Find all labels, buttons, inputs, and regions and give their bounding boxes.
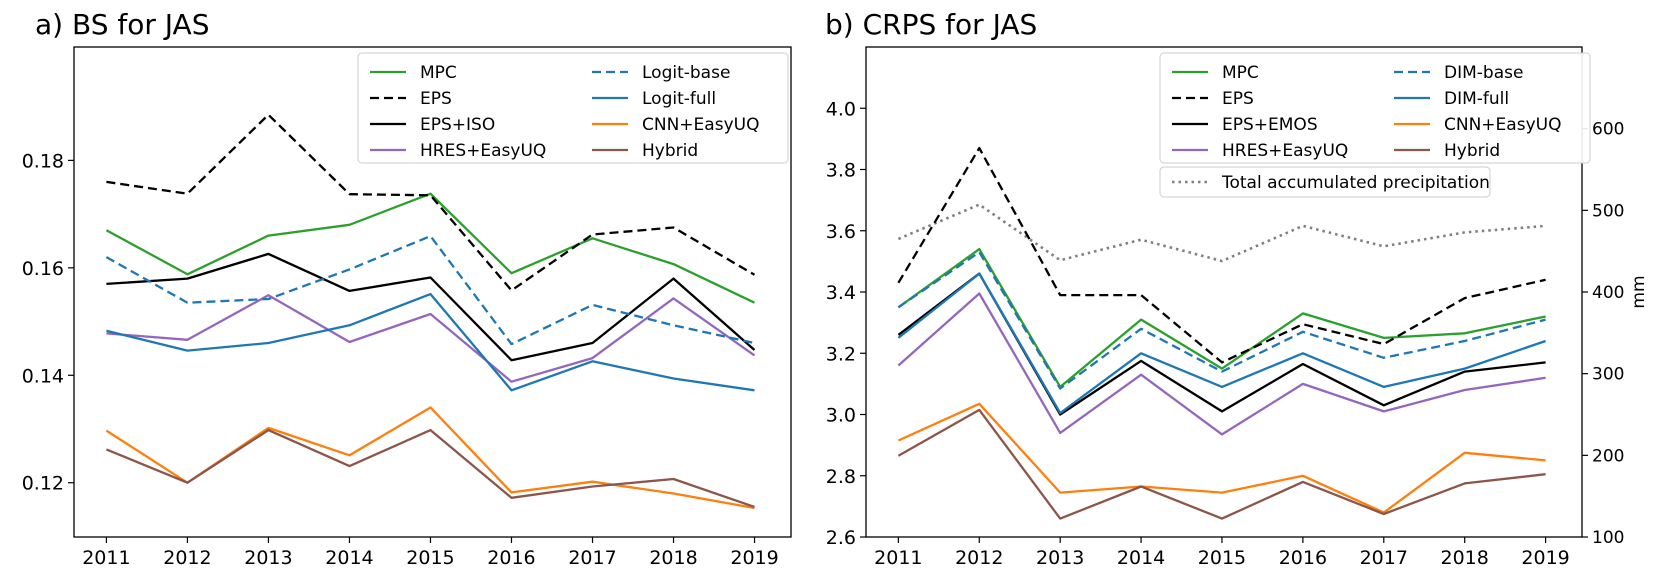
panel-b-x-tick-label: 2019 <box>1521 547 1569 569</box>
panel-b-legend-label-eps: EPS <box>1222 89 1254 109</box>
panel-a-x-tick-label: 2016 <box>487 547 535 569</box>
panel-b-series-eps-line <box>897 146 1546 364</box>
panel-a-legend-label-full: Logit-full <box>642 89 716 109</box>
panel-b-series-base-line <box>897 251 1546 390</box>
panel-b-x-tick-label: 2013 <box>1036 547 1084 569</box>
panel-a-series-eps-line <box>106 113 756 292</box>
panel-b-legend-extra <box>1159 166 1491 198</box>
panel-b-legend <box>1159 52 1591 164</box>
panel-b-title: b) CRPS for JAS <box>825 8 1037 41</box>
panel-a-x-tick-label: 2011 <box>82 547 130 569</box>
panel-a-x-tick-label: 2012 <box>163 547 211 569</box>
panel-b-series-cnn-line <box>897 402 1546 514</box>
panel-a-legend-label-hres: HRES+EasyUQ <box>420 141 546 161</box>
panel-b-x-tick-label: 2012 <box>955 547 1003 569</box>
panel-a-legend-label-hybrid: Hybrid <box>642 141 698 161</box>
panel-a-series-full-line <box>106 292 755 392</box>
panel-b-y2-tick-label: 100 <box>1592 528 1624 548</box>
panel-b-series-mpc-line <box>897 247 1546 389</box>
panel-b-right-axis-label: mm <box>1629 275 1649 308</box>
panel-b-y2-tick-label: 500 <box>1592 201 1624 221</box>
panel-b-x-tick-label: 2011 <box>874 547 922 569</box>
panel-b-y2-tick-label: 200 <box>1592 446 1624 466</box>
panel-b-y2-tick-label: 400 <box>1592 283 1624 303</box>
panel-b-x-tick-label: 2015 <box>1198 547 1246 569</box>
panel-b-x-tick-label: 2014 <box>1117 547 1165 569</box>
panel-b-y2-tick-label: 600 <box>1592 120 1624 140</box>
panel-a-y-tick-label: 0.12 <box>22 473 64 495</box>
panel-b-y-tick-label: 2.6 <box>826 527 856 549</box>
panel-a-x-tick-label: 2018 <box>649 547 697 569</box>
panel-b-legend-label-hybrid: Hybrid <box>1444 141 1500 161</box>
panel-a-title: a) BS for JAS <box>35 8 209 41</box>
panel-a-series-hres-line <box>106 294 756 383</box>
panel-a-legend <box>357 52 789 164</box>
panel-b-series-hybrid-line <box>897 408 1546 520</box>
panel-a-x-tick-label: 2015 <box>406 547 454 569</box>
panel-b-legend-label-base: DIM-base <box>1444 63 1523 83</box>
panel-b-legend-label-precip: Total accumulated precipitation <box>1221 173 1490 193</box>
panel-a-legend-label-cnn: CNN+EasyUQ <box>642 115 759 135</box>
panel-b-y-tick-label: 3.2 <box>826 343 856 365</box>
panel-b-x-tick-label: 2018 <box>1441 547 1489 569</box>
panel-b-legend-label-cnn: CNN+EasyUQ <box>1444 115 1561 135</box>
panel-b-y-tick-label: 3.8 <box>826 160 856 182</box>
panel-a-series-hybrid-line <box>105 428 755 508</box>
panel-b-series-full-line <box>897 272 1546 415</box>
panel-b-series-hres-line <box>897 292 1546 436</box>
panel-b-series-precip-line <box>897 203 1546 263</box>
panel-a-y-tick-label: 0.18 <box>22 150 64 172</box>
panel-b-legend-label-hres: HRES+EasyUQ <box>1222 141 1348 161</box>
panel-b-y2-tick-label: 300 <box>1592 365 1624 385</box>
panel-b-legend-label-mpc: MPC <box>1222 63 1259 83</box>
panel-a-y-tick-label: 0.14 <box>22 365 64 387</box>
panel-a-x-tick-label: 2014 <box>325 547 373 569</box>
panel-b-legend-label-full: DIM-full <box>1444 89 1509 109</box>
panel-a-x-tick-label: 2013 <box>244 547 292 569</box>
panel-a-legend-label-post: EPS+ISO <box>420 115 495 135</box>
panel-b-y-tick-label: 3.6 <box>826 221 856 243</box>
panel-b-y-tick-label: 3.0 <box>826 405 856 427</box>
panel-crps: b) CRPS for JAS mm 2011 2012 2013 2014 2015 2… <box>825 8 1649 569</box>
panel-b-y-tick-label: 3.4 <box>826 282 856 304</box>
panel-b-x-tick-label: 2016 <box>1279 547 1327 569</box>
panel-a-series-base-line <box>105 234 755 346</box>
panel-bs: a) BS for JAS 2011 2012 2013 2014 2015 2016 20… <box>22 8 792 569</box>
panel-b-legend-label-post: EPS+EMOS <box>1222 115 1318 135</box>
panel-a-series-mpc-line <box>105 192 755 304</box>
panel-a-legend-label-base: Logit-base <box>642 63 730 83</box>
panel-b-y-tick-label: 4.0 <box>826 98 856 120</box>
panel-b-y-tick-label: 2.8 <box>826 466 856 488</box>
panel-a-x-tick-label: 2019 <box>730 547 778 569</box>
panel-a-legend-label-eps: EPS <box>420 89 452 109</box>
panel-b-x-tick-label: 2017 <box>1360 547 1408 569</box>
panel-a-x-tick-label: 2017 <box>568 547 616 569</box>
panel-a-series-post-line <box>106 252 756 362</box>
panel-a-y-tick-label: 0.16 <box>22 258 64 280</box>
panel-a-legend-label-mpc: MPC <box>420 63 457 83</box>
